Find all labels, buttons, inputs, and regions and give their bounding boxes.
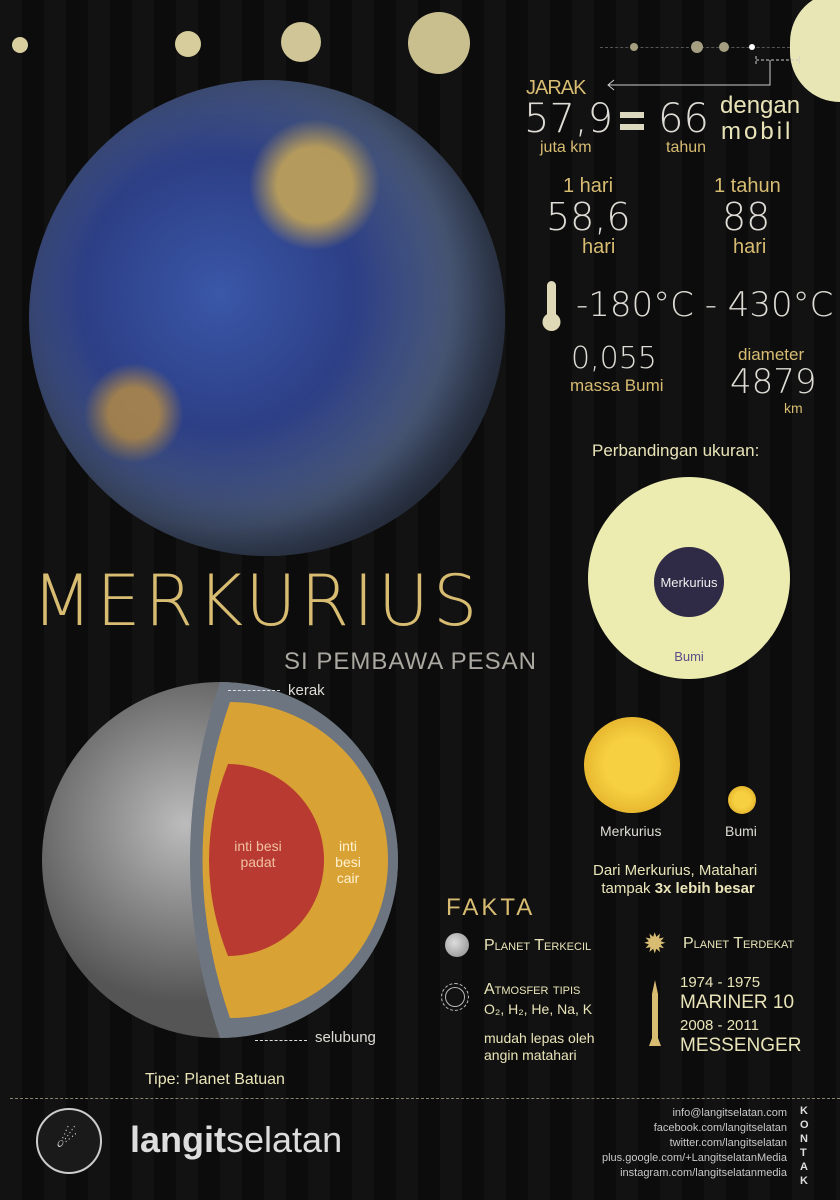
sun-note-line: Dari Merkurius, Matahari <box>593 862 758 879</box>
sun-mercury-label: Merkurius <box>600 823 662 839</box>
mission2-name: MESSENGER <box>680 1035 802 1056</box>
sun-note: Dari Merkurius, Matahari tampak 3x lebih… <box>593 862 757 898</box>
planet-dot <box>691 41 703 53</box>
subtitle: SI PEMBAWA PESAN <box>284 648 537 675</box>
mass-value: 0,055 <box>571 341 657 376</box>
facts-heading: FAKTA <box>446 894 536 921</box>
day-label: 1 hari <box>563 175 614 197</box>
mass-unit: massa Bumi <box>570 376 664 395</box>
planet-type: Tipe: Planet Batuan <box>145 1071 285 1088</box>
outer-core-label: inti besi cair <box>326 838 370 886</box>
footer-divider <box>10 1098 840 1099</box>
diameter-unit: km <box>784 400 803 416</box>
planet-dot <box>12 37 28 53</box>
mercury-cross-section <box>42 682 398 1038</box>
diameter-value: 4879 <box>730 362 817 402</box>
rocket-icon <box>649 980 661 1046</box>
contact-list: info@langitselatan.com facebook.com/lang… <box>602 1106 787 1181</box>
planet-dot <box>408 12 470 74</box>
fact-atmo-note: mudah lepas oleh angin matahari <box>484 1030 595 1064</box>
sun-note-emphasis: 3x lebih besar <box>654 880 755 897</box>
mission1-years: 1974 - 1975 <box>680 974 761 991</box>
contact-instagram[interactable]: instagram.com/langitselatanmedia <box>620 1167 787 1179</box>
earth-size-label: Bumi <box>674 649 704 664</box>
contact-twitter[interactable]: twitter.com/langitselatan <box>669 1137 787 1149</box>
distance-value: 57,9 <box>524 96 614 142</box>
mercury-size-label: Merkurius <box>660 575 718 590</box>
day-unit: hari <box>582 236 616 258</box>
planet-dot <box>281 22 321 62</box>
atmo-note-line: angin matahari <box>484 1047 577 1063</box>
car-text: mobil <box>721 118 794 145</box>
atmosphere-icon <box>441 983 469 1011</box>
page-title: MERKURIUS <box>32 560 482 642</box>
car-years-unit: tahun <box>666 139 707 156</box>
fact-atmosphere: Atmosfer tipis <box>484 981 581 998</box>
distance-label: JARAK <box>526 77 586 99</box>
mission1-name: MARINER 10 <box>680 992 795 1013</box>
brand-logo <box>36 1108 102 1174</box>
contact-googleplus[interactable]: plus.google.com/+LangitselatanMedia <box>602 1152 787 1164</box>
mantle-pointer <box>255 1040 307 1041</box>
sun-earth-label: Bumi <box>725 823 757 839</box>
distance-arrow <box>607 56 800 91</box>
mercury-globe <box>29 80 505 556</box>
mercury-circle <box>654 547 724 617</box>
year-value: 88 <box>722 195 771 239</box>
contact-email[interactable]: info@langitselatan.com <box>672 1107 787 1119</box>
sun-from-earth <box>728 786 756 814</box>
planet-dot <box>719 42 729 52</box>
brand-name-bold: langit <box>130 1119 226 1160</box>
crust-label: kerak <box>288 682 325 699</box>
atmo-note-line: mudah lepas oleh <box>484 1030 595 1046</box>
car-text: dengan <box>720 92 801 119</box>
sun-icon: ✹ <box>643 928 667 959</box>
mission2-years: 2008 - 2011 <box>680 1017 759 1034</box>
fact-gases: O₂, H₂, He, Na, K <box>484 1001 593 1017</box>
comparison-heading: Perbandingan ukuran: <box>592 441 760 460</box>
outer-core-text: inti besi cair <box>335 838 361 886</box>
sun-note-line: tampak 3x lebih besar <box>593 880 757 898</box>
small-planet-icon <box>445 933 469 957</box>
year-unit: hari <box>733 236 767 258</box>
diameter-label: diameter <box>738 345 805 364</box>
crust-pointer <box>228 690 280 691</box>
year-label: 1 tahun <box>714 175 781 197</box>
mercury-dot <box>749 44 755 50</box>
brand-name[interactable]: langitselatan <box>130 1122 342 1158</box>
equals-sign <box>620 112 644 118</box>
day-value: 58,6 <box>546 195 631 239</box>
fact-smallest: Planet Terkecil <box>484 937 592 954</box>
planet-dot <box>175 31 201 57</box>
inner-core-text: inti besi padat <box>234 838 282 870</box>
brand-name-light: selatan <box>226 1119 343 1160</box>
inner-core-label: inti besi padat <box>228 838 288 870</box>
inner-core <box>209 764 324 956</box>
sun-note-text: tampak <box>601 880 655 897</box>
fact-nearest: Planet Terdekat <box>683 935 795 952</box>
distance-unit: juta km <box>540 139 592 156</box>
temperature-range: -180°C - 430°C <box>576 285 834 325</box>
contact-label: KONTAK <box>800 1105 809 1187</box>
car-years-value: 66 <box>658 96 709 142</box>
contact-facebook[interactable]: facebook.com/langitselatan <box>653 1122 787 1134</box>
brand-logo-mark: ☄ <box>56 1126 78 1153</box>
planet-dot <box>630 43 638 51</box>
sun-from-mercury <box>584 717 680 813</box>
thermometer-icon <box>542 281 561 331</box>
mantle-label: selubung <box>315 1029 376 1046</box>
